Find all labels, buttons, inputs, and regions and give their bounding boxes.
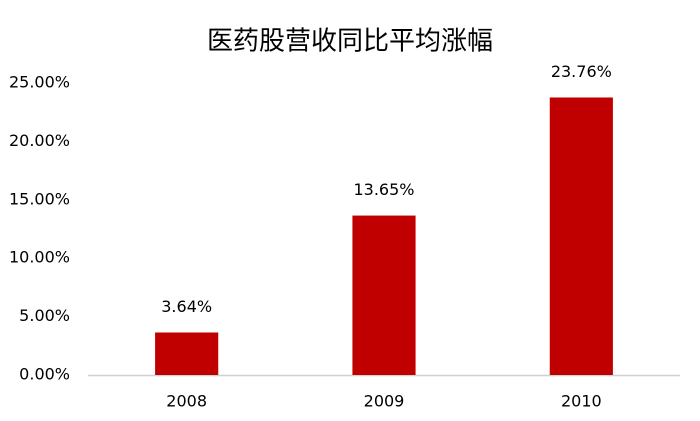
x-tick-label: 2008 [166,392,207,411]
y-tick-label: 5.00% [19,306,70,325]
y-tick-label: 15.00% [9,189,70,208]
bar [549,97,613,375]
y-tick-label: 20.00% [9,131,70,150]
chart-title: 医药股营收同比平均涨幅 [207,27,493,57]
data-label: 23.76% [551,62,612,81]
data-label: 13.65% [353,180,414,199]
x-tick-label: 2010 [561,392,602,411]
x-tick-label: 2009 [364,392,405,411]
y-tick-label: 25.00% [9,73,70,92]
bar [155,332,219,375]
data-label: 3.64% [161,297,212,316]
y-tick-label: 10.00% [9,248,70,267]
y-tick-label: 0.00% [19,365,70,384]
bar [352,215,416,375]
